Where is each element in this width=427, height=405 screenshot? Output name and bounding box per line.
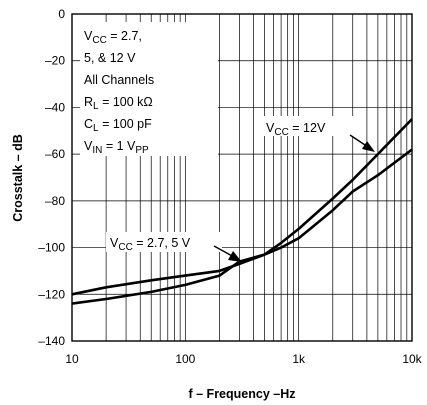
y-tick-label: –60 (45, 147, 65, 161)
y-tick-label: –120 (38, 287, 65, 301)
plot-frame (71, 13, 413, 342)
conditions-annotation: VCC = 2.7, 5, & 12 V All Channels RL = 1… (84, 29, 154, 156)
y-tick-label: 0 (58, 7, 65, 21)
condition-vin: VIN = 1 VPP (84, 139, 149, 156)
x-tick-label: 10k (402, 352, 422, 366)
arrow-2v7-shaft (213, 245, 235, 258)
series-label-12v: VCC = 12V (266, 121, 326, 138)
arrow-2v7-head (228, 251, 242, 262)
conditions-box-bg (80, 22, 218, 156)
x-tick-label: 100 (175, 352, 195, 366)
y-tick-label: –100 (38, 241, 65, 255)
condition-cl: CL = 100 pF (84, 117, 152, 134)
y-tick-label: –40 (45, 100, 65, 114)
series-line-1 (71, 148, 413, 296)
condition-vcc: VCC = 2.7, (84, 29, 142, 46)
y-axis-label: Crosstalk – dB (11, 134, 25, 222)
series-lines (71, 118, 413, 305)
x-tick-label: 1k (292, 352, 306, 366)
series-label-2v7-5v: VCC = 2.7, 5 V (110, 236, 191, 253)
condition-rl: RL = 100 kΩ (84, 95, 153, 112)
y-tick-label: –80 (45, 194, 65, 208)
x-tick-label: 10 (65, 352, 79, 366)
condition-channels: All Channels (84, 73, 154, 87)
y-tick-label: –20 (45, 54, 65, 68)
arrow-12v-head (362, 141, 375, 152)
y-tick-label: –140 (38, 334, 65, 348)
x-axis-label: f – Frequency –Hz (189, 387, 296, 401)
label-12v-bg (262, 116, 354, 136)
condition-vcc-line2: 5, & 12 V (84, 51, 136, 65)
label-2v7-bg (106, 232, 222, 252)
